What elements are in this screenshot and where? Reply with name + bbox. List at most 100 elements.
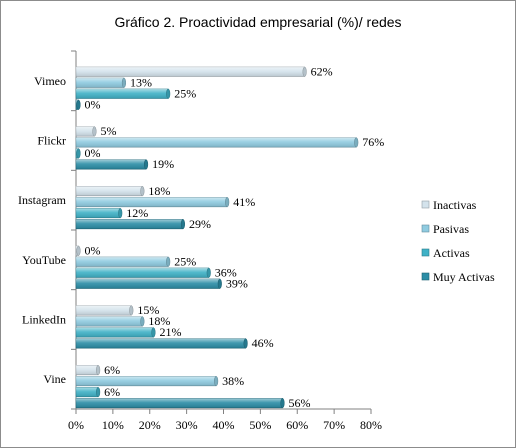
legend-label: Activas <box>433 246 470 260</box>
bar-sheen <box>76 197 228 207</box>
bar-end-cap <box>206 267 211 278</box>
bar-inactivas <box>75 186 145 197</box>
bar-sheen <box>76 268 209 278</box>
data-label: 25% <box>174 255 196 269</box>
bar-end-cap <box>354 137 359 148</box>
x-tick-label: 30% <box>176 418 198 432</box>
bar-activas <box>75 387 101 398</box>
bar-sheen <box>76 365 99 375</box>
bar-end-cap <box>217 278 222 289</box>
bar-sheen <box>76 219 183 229</box>
bar-end-cap <box>166 88 171 99</box>
legend-item-activas: Activas <box>421 246 470 260</box>
bar-inactivas <box>75 245 81 256</box>
category-label: Vine <box>43 372 66 386</box>
data-label: 0% <box>85 146 101 160</box>
x-tick-label: 40% <box>213 418 235 432</box>
bar-end-cap <box>280 398 285 409</box>
data-label: 6% <box>104 363 120 377</box>
data-label: 29% <box>189 217 211 231</box>
bar-pasivas <box>75 197 230 208</box>
data-label: 21% <box>159 325 181 339</box>
bar-sheen <box>76 89 169 99</box>
bar-sheen <box>76 137 357 148</box>
bar-inactivas <box>75 126 97 137</box>
bar-sheen <box>76 67 305 77</box>
plot-area: 0% 10% 20% 30% 40% 50% 60% 70% 80% Vimeo 62% 13% 25%… <box>18 50 384 432</box>
bar-end-cap <box>140 186 145 197</box>
bar-end-cap <box>151 327 156 338</box>
legend-swatch <box>421 272 430 281</box>
data-label: 46% <box>252 336 274 350</box>
bar-sheen <box>76 257 169 267</box>
data-label: 19% <box>152 157 174 171</box>
bar-activas <box>75 148 81 159</box>
bar-end-cap <box>180 219 185 230</box>
bar-inactivas <box>75 305 134 316</box>
bar-sheen <box>76 398 283 408</box>
x-tick-label: 20% <box>139 418 161 432</box>
category-label: Vimeo <box>34 74 66 88</box>
bar-pasivas <box>75 77 126 88</box>
data-label: 6% <box>104 385 120 399</box>
data-label: 39% <box>226 277 248 291</box>
bar-end-cap <box>76 99 81 110</box>
bar-end-cap <box>96 365 101 376</box>
data-label: 0% <box>85 98 101 112</box>
bar-pasivas <box>75 256 171 267</box>
x-tick-label: 80% <box>360 418 382 432</box>
bar-activas <box>75 267 211 278</box>
data-label: 36% <box>215 266 237 280</box>
bar-inactivas <box>75 365 101 376</box>
legend-item-muy-activas: Muy Activas <box>421 270 495 284</box>
legend-swatch <box>421 224 430 233</box>
data-label: 5% <box>100 124 116 138</box>
bar-end-cap <box>118 208 123 219</box>
bar-sheen <box>76 279 220 289</box>
data-label: 56% <box>289 396 311 410</box>
legend-label: Inactivas <box>433 198 477 212</box>
bar-end-cap <box>129 305 134 316</box>
bar-activas <box>75 88 171 99</box>
bar-activas <box>75 208 123 219</box>
data-label: 41% <box>233 195 255 209</box>
bar-muy-activas <box>75 159 149 170</box>
bar-sheen <box>76 316 143 327</box>
x-tick-label: 0% <box>68 418 84 432</box>
bar-pasivas <box>75 316 145 327</box>
data-label: 25% <box>174 87 196 101</box>
legend: Inactivas Pasivas Activas Muy Activas <box>421 198 495 284</box>
category-label: Flickr <box>37 134 66 148</box>
bar-end-cap <box>140 316 145 327</box>
bar-sheen <box>76 78 124 88</box>
bar-end-cap <box>302 66 307 77</box>
bar-sheen <box>76 208 121 218</box>
bar-pasivas <box>75 137 359 148</box>
legend-item-pasivas: Pasivas <box>421 222 469 236</box>
bar-muy-activas <box>75 99 81 110</box>
chart-title: Gráfico 2. Proactividad empresarial (%)/… <box>114 14 401 30</box>
bar-sheen <box>76 338 246 349</box>
bar-end-cap <box>76 148 81 159</box>
data-label: 12% <box>126 206 148 220</box>
bar-sheen <box>76 126 95 137</box>
data-label: 0% <box>85 244 101 258</box>
bar-sheen <box>76 305 132 316</box>
bar-end-cap <box>225 197 230 208</box>
bar-muy-activas <box>75 338 248 349</box>
legend-label: Pasivas <box>433 222 469 236</box>
bar-end-cap <box>96 387 101 398</box>
bar-sheen <box>76 327 154 338</box>
bar-muy-activas <box>75 219 185 230</box>
data-label: 18% <box>148 314 170 328</box>
category-label: Instagram <box>18 193 67 207</box>
category-label: LinkedIn <box>22 313 66 327</box>
data-label: 18% <box>148 184 170 198</box>
x-tick-label: 60% <box>286 418 308 432</box>
data-label: 62% <box>311 65 333 79</box>
data-label: 38% <box>222 374 244 388</box>
bar-sheen <box>76 387 99 397</box>
bar-muy-activas <box>75 278 222 289</box>
